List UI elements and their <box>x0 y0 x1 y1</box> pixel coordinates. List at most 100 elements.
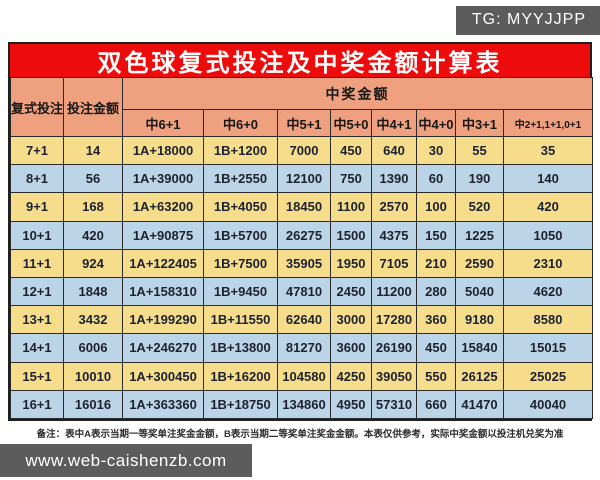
prize-column-header-5plus0: 中5+0 <box>330 109 372 137</box>
prize-value-cell: 1390 <box>371 164 417 194</box>
prize-value-cell: 41470 <box>455 389 504 420</box>
prize-value-cell: 640 <box>371 135 417 166</box>
prize-value-cell: 47810 <box>277 276 331 307</box>
prize-value-cell: 2310 <box>503 248 593 278</box>
prize-value-cell: 1B+7500 <box>203 248 278 278</box>
prize-value-cell: 26275 <box>277 220 331 250</box>
prize-column-header-5plus1: 中5+1 <box>277 109 331 137</box>
prize-value-cell: 26125 <box>455 361 504 391</box>
prize-value-cell: 62640 <box>277 305 331 335</box>
prize-table: 复式投注 投注金额 中奖金额 中6+1 中6+0 中5+1 中5+0 中4+1 … <box>10 77 593 420</box>
prize-value-cell: 81270 <box>277 333 331 363</box>
prize-group-header: 中奖金额 <box>122 77 593 110</box>
prize-column-header-4plus1: 中4+1 <box>371 109 417 137</box>
prize-value-cell: 360 <box>416 305 456 335</box>
prize-value-cell: 1500 <box>330 220 372 250</box>
prize-value-cell: 40040 <box>503 389 593 420</box>
bet-combination-header: 复式投注 <box>10 77 64 137</box>
bet-combination-cell: 10+1 <box>10 220 64 250</box>
prize-value-cell: 1950 <box>330 248 372 278</box>
prize-value-cell: 210 <box>416 248 456 278</box>
bet-combination-cell: 8+1 <box>10 164 64 194</box>
prize-value-cell: 1A+158310 <box>122 276 204 307</box>
bet-combination-cell: 16+1 <box>10 389 64 420</box>
prize-value-cell: 4950 <box>330 389 372 420</box>
bet-amount-cell: 10010 <box>63 361 123 391</box>
prize-value-cell: 2570 <box>371 192 417 222</box>
prize-value-cell: 5040 <box>455 276 504 307</box>
bet-amount-cell: 1848 <box>63 276 123 307</box>
prize-value-cell: 750 <box>330 164 372 194</box>
prize-column-header-2plus1: 中2+1,1+1,0+1 <box>503 109 593 137</box>
prize-value-cell: 550 <box>416 361 456 391</box>
bet-amount-header: 投注金额 <box>63 77 123 137</box>
prize-value-cell: 140 <box>503 164 593 194</box>
prize-column-header-3plus1: 中3+1 <box>455 109 504 137</box>
prize-value-cell: 17280 <box>371 305 417 335</box>
prize-value-cell: 1A+363360 <box>122 389 204 420</box>
prize-value-cell: 4620 <box>503 276 593 307</box>
prize-value-cell: 1A+246270 <box>122 333 204 363</box>
table-row: 10+1 420 1A+90875 1B+5700 26275 1500 4375 150 12… <box>10 220 593 250</box>
prize-value-cell: 1A+199290 <box>122 305 204 335</box>
prize-value-cell: 9180 <box>455 305 504 335</box>
prize-value-cell: 1A+122405 <box>122 248 204 278</box>
prize-value-cell: 1A+90875 <box>122 220 204 250</box>
prize-value-cell: 4375 <box>371 220 417 250</box>
prize-value-cell: 11200 <box>371 276 417 307</box>
prize-value-cell: 420 <box>503 192 593 222</box>
table-body: 7+1 14 1A+18000 1B+1200 7000 450 640 30 55 35 8+1 5… <box>10 135 593 420</box>
prize-value-cell: 30 <box>416 135 456 166</box>
prize-value-cell: 1B+11550 <box>203 305 278 335</box>
footnote: 备注：表中A表示当期一等奖单注奖金金额，B表示当期二等奖单注奖金金额。本表仅供参… <box>36 429 564 440</box>
prize-value-cell: 15840 <box>455 333 504 363</box>
table-row: 9+1 168 1A+63200 1B+4050 18450 1100 2570 100 520… <box>10 192 593 222</box>
prize-value-cell: 25025 <box>503 361 593 391</box>
prize-value-cell: 150 <box>416 220 456 250</box>
bet-combination-cell: 12+1 <box>10 276 64 307</box>
prize-value-cell: 104580 <box>277 361 331 391</box>
prize-value-cell: 18450 <box>277 192 331 222</box>
prize-value-cell: 1B+1200 <box>203 135 278 166</box>
prize-value-cell: 35 <box>503 135 593 166</box>
bet-combination-cell: 11+1 <box>10 248 64 278</box>
prize-value-cell: 1B+2550 <box>203 164 278 194</box>
table-row: 11+1 924 1A+122405 1B+7500 35905 1950 7105 210 2… <box>10 248 593 278</box>
prize-value-cell: 4250 <box>330 361 372 391</box>
prize-value-cell: 7105 <box>371 248 417 278</box>
prize-value-cell: 450 <box>416 333 456 363</box>
table-row: 14+1 6006 1A+246270 1B+13800 81270 3600 26190 4… <box>10 333 593 363</box>
prize-value-cell: 134860 <box>277 389 331 420</box>
prize-value-cell: 1B+16200 <box>203 361 278 391</box>
bet-amount-cell: 16016 <box>63 389 123 420</box>
prize-value-cell: 7000 <box>277 135 331 166</box>
prize-value-cell: 1A+18000 <box>122 135 204 166</box>
prize-value-cell: 1A+39000 <box>122 164 204 194</box>
bet-amount-cell: 14 <box>63 135 123 166</box>
bet-amount-cell: 56 <box>63 164 123 194</box>
prize-value-cell: 2590 <box>455 248 504 278</box>
prize-value-cell: 100 <box>416 192 456 222</box>
prize-value-cell: 660 <box>416 389 456 420</box>
prize-value-cell: 15015 <box>503 333 593 363</box>
bet-combination-cell: 9+1 <box>10 192 64 222</box>
prize-value-cell: 1B+4050 <box>203 192 278 222</box>
prize-value-cell: 1A+300450 <box>122 361 204 391</box>
bet-combination-cell: 14+1 <box>10 333 64 363</box>
prize-value-cell: 1B+13800 <box>203 333 278 363</box>
prize-value-cell: 1A+63200 <box>122 192 204 222</box>
prize-value-cell: 57310 <box>371 389 417 420</box>
table-row: 8+1 56 1A+39000 1B+2550 12100 750 1390 60 190 140 <box>10 164 593 194</box>
prize-column-header-6plus1: 中6+1 <box>122 109 204 137</box>
bet-amount-cell: 420 <box>63 220 123 250</box>
prize-value-cell: 1B+9450 <box>203 276 278 307</box>
table-title-banner: 双色球复式投注及中奖金额计算表 <box>10 44 590 77</box>
table-row: 7+1 14 1A+18000 1B+1200 7000 450 640 30 55 35 <box>10 135 593 166</box>
prize-value-cell: 450 <box>330 135 372 166</box>
prize-value-cell: 2450 <box>330 276 372 307</box>
prize-value-cell: 1225 <box>455 220 504 250</box>
table-row: 16+1 16016 1A+363360 1B+18750 134860 4950 5731… <box>10 389 593 420</box>
prize-column-header-4plus0: 中4+0 <box>416 109 456 137</box>
table-row: 15+1 10010 1A+300450 1B+16200 104580 4250 3905… <box>10 361 593 391</box>
lottery-table-container: 双色球复式投注及中奖金额计算表 复式投注 投注金额 中奖金额 中6+1 中6+0… <box>8 42 593 421</box>
